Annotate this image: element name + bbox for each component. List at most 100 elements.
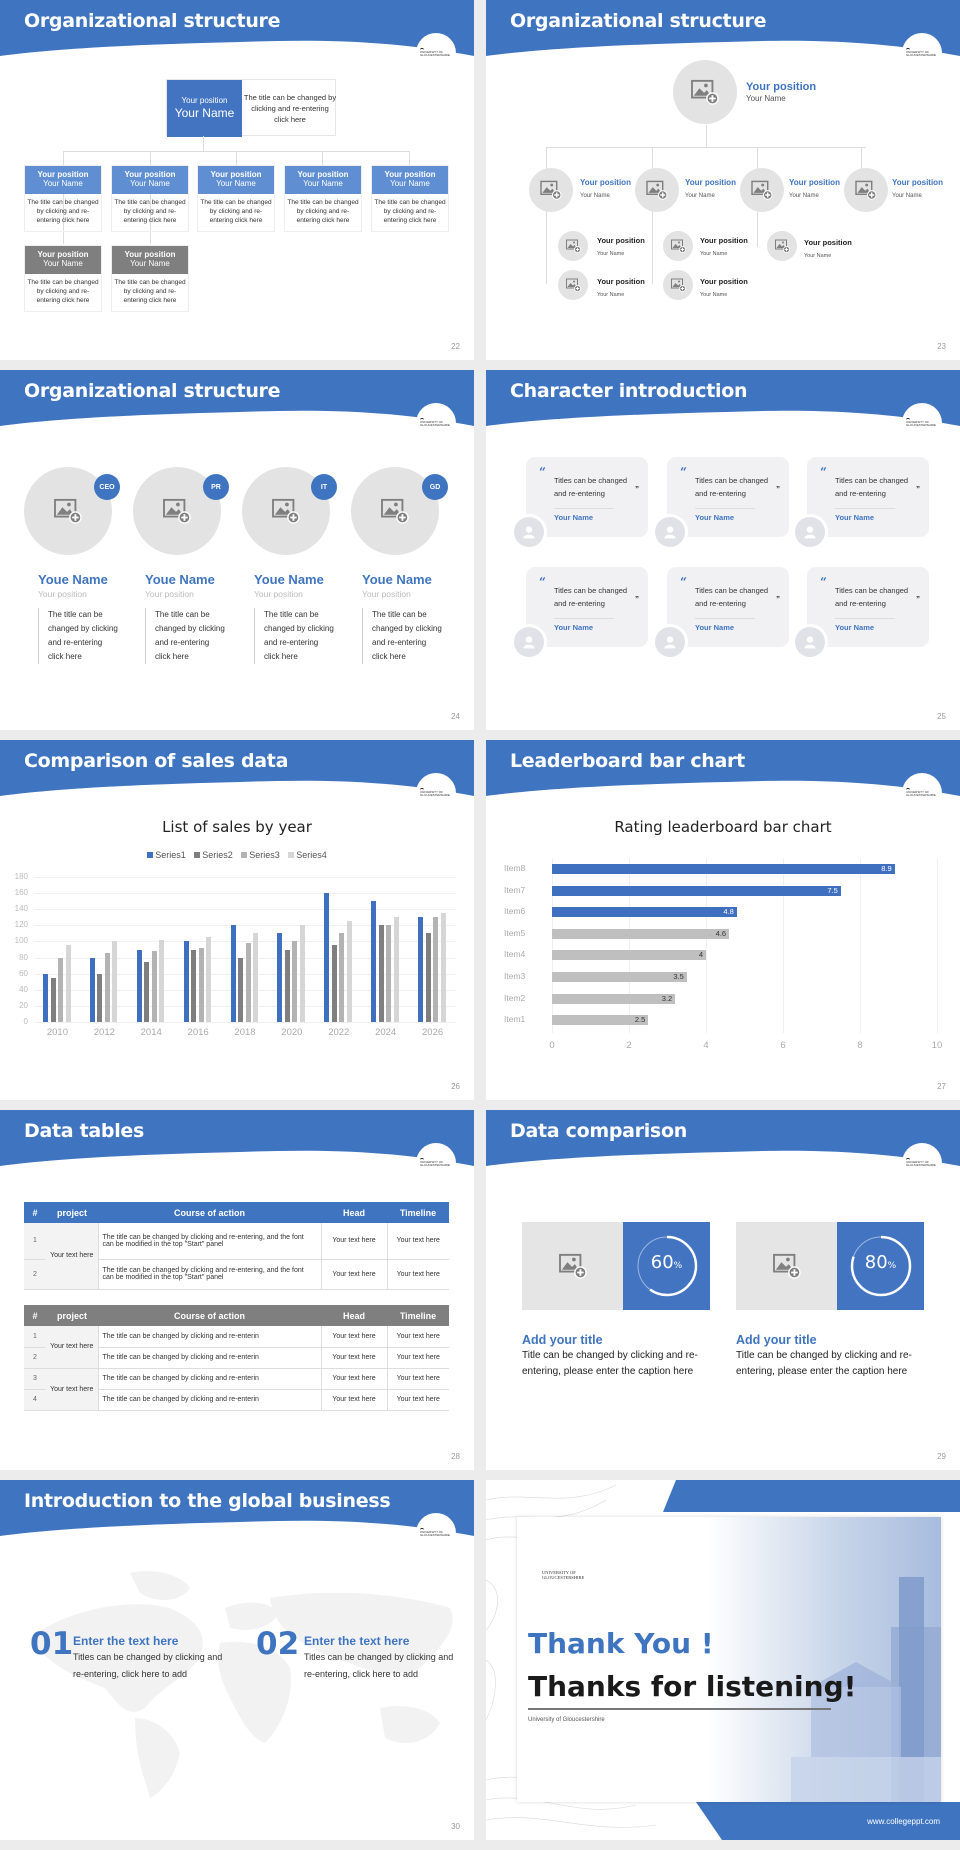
person-name: Youe Name <box>145 572 215 587</box>
x-tick-label: 2016 <box>187 1027 209 1038</box>
person-icon <box>662 634 678 650</box>
org-box[interactable]: Your position Your Name The title can be c… <box>284 165 362 232</box>
avatar-placeholder[interactable] <box>844 168 888 212</box>
slide-header: Comparison of sales data <box>0 740 474 800</box>
quote-card[interactable]: “Titles can be changed and re-entering” Y… <box>807 567 929 647</box>
org-top-box[interactable]: Your position Your Name The title can be … <box>166 79 336 137</box>
avatar-placeholder-small[interactable] <box>558 270 588 300</box>
percent-value: 60 <box>650 1252 674 1273</box>
chart-bar <box>136 949 142 1022</box>
quote-card[interactable]: “Titles can be changed and re-entering” Y… <box>667 457 789 537</box>
x-tick-label: 2 <box>626 1040 632 1051</box>
avatar-placeholder-small[interactable] <box>663 270 693 300</box>
progress-panel: 80% <box>837 1222 924 1310</box>
role-badge: GD <box>422 474 448 500</box>
position-label: Your position Your Name <box>580 178 631 199</box>
category-label: Item5 <box>504 927 526 938</box>
table-row[interactable]: 3 Your text here The title can be change… <box>24 1368 449 1411</box>
chart-bar <box>386 925 392 1022</box>
slide-title: Data comparison <box>510 1120 687 1142</box>
org-box-gray[interactable]: Your position Your Name The title can be c… <box>111 245 189 312</box>
chart-bar <box>339 933 345 1022</box>
position-label: Your position Your Name <box>700 277 748 298</box>
avatar <box>511 624 547 660</box>
org-box[interactable]: Your position Your Name The title can be c… <box>24 165 102 232</box>
image-add-icon <box>855 180 877 200</box>
person-icon <box>521 634 537 650</box>
category-label: Item4 <box>504 949 526 960</box>
org-box[interactable]: Your position Your Name The title can be c… <box>111 165 189 232</box>
person-icon <box>662 524 678 540</box>
chart-title: Rating leaderboard bar chart <box>614 818 832 836</box>
org-box[interactable]: Your position Your Name The title can be c… <box>371 165 449 232</box>
chart-bar: 3.2 <box>552 993 676 1004</box>
slide-header: Introduction to the global business <box>0 1480 474 1540</box>
avatar-placeholder[interactable] <box>673 60 737 124</box>
table-row[interactable]: 2 The title can be changed by clicking a… <box>24 1347 449 1369</box>
close-quote-icon: ” <box>776 485 780 494</box>
chart-bar <box>58 957 63 1022</box>
page-number: 30 <box>451 1822 460 1831</box>
university-logo: UNIVERSITY OF GLOUCESTERSHIRE <box>902 403 942 443</box>
image-placeholder[interactable] <box>522 1222 623 1310</box>
slide-31: UNIVERSITY OF GLOUCESTERSHIRE Thank You … <box>486 1480 960 1840</box>
chart-bar <box>43 973 48 1022</box>
page-number: 22 <box>451 342 460 351</box>
person-description: The title can be changed by clicking and… <box>38 608 120 664</box>
slide-23: Organizational structure UNIVERSITY OF G… <box>486 0 960 360</box>
quote-card[interactable]: “Titles can be changed and re-entering” Y… <box>807 457 929 537</box>
y-tick-label: 0 <box>23 1017 28 1026</box>
avatar-placeholder-small[interactable] <box>558 231 588 261</box>
category-label: Item1 <box>504 1014 526 1025</box>
avatar-placeholder-small[interactable] <box>663 231 693 261</box>
slide-header: Character introduction <box>486 370 960 430</box>
category-label: Item6 <box>504 906 526 917</box>
image-add-icon <box>646 180 668 200</box>
table-row[interactable]: 1 Your text here The title can be change… <box>24 1223 449 1290</box>
y-tick-label: 80 <box>19 952 28 962</box>
person-name: Youe Name <box>362 572 432 587</box>
x-tick-label: 2022 <box>328 1027 350 1038</box>
avatar-placeholder[interactable] <box>740 168 784 212</box>
x-tick-label: 8 <box>857 1040 863 1051</box>
org-box-gray[interactable]: Your position Your Name The title can be c… <box>24 245 102 312</box>
x-tick-label: 2010 <box>46 1027 68 1038</box>
avatar-placeholder-small[interactable] <box>767 231 797 261</box>
legend-item: Series1 <box>147 850 186 860</box>
avatar-placeholder[interactable] <box>635 168 679 212</box>
table-row[interactable]: 4 The title can be changed by clicking a… <box>24 1389 449 1411</box>
chart-bar: 4.6 <box>552 928 730 939</box>
table-row[interactable]: 1 Your text here The title can be change… <box>24 1326 449 1369</box>
x-tick-label: 10 <box>931 1040 943 1051</box>
chart-bar <box>191 949 197 1022</box>
slide-title: Introduction to the global business <box>24 1490 391 1512</box>
chart-bar <box>346 920 352 1022</box>
chart-bar <box>97 973 103 1022</box>
chart-bar <box>324 893 330 1022</box>
image-placeholder[interactable] <box>736 1222 837 1310</box>
chart-bar <box>253 933 259 1022</box>
person-position: Your position <box>254 589 303 599</box>
position-label: Your position Your Name <box>700 236 748 257</box>
chart-bar: 4.8 <box>552 907 737 918</box>
avatar <box>792 624 828 660</box>
open-quote-icon: “ <box>539 465 546 479</box>
x-tick-label: 0 <box>549 1040 555 1051</box>
avatar-placeholder[interactable] <box>529 168 573 212</box>
website-link[interactable]: www.collegeppt.com <box>867 1817 940 1826</box>
chart-bar <box>425 933 431 1022</box>
y-tick-label: 40 <box>19 984 28 994</box>
chart-bar: 8.9 <box>552 864 895 874</box>
slide-title: Leaderboard bar chart <box>510 750 745 772</box>
quote-card[interactable]: “Titles can be changed and re-entering” Y… <box>667 567 789 647</box>
y-tick-label: 120 <box>14 920 28 930</box>
item-description: Title can be changed by clicking and re-… <box>736 1350 912 1377</box>
org-box[interactable]: Your position Your Name The title can be c… <box>197 165 275 232</box>
table-row[interactable]: 2 The title can be changed by clicking a… <box>24 1259 449 1290</box>
person-description: The title can be changed by clicking and… <box>145 608 227 664</box>
chart-bar <box>440 913 446 1022</box>
quote-card[interactable]: “Titles can be changed and re-entering” Y… <box>526 457 648 537</box>
close-quote-icon: ” <box>776 595 780 604</box>
quote-card[interactable]: “Titles can be changed and re-entering” Y… <box>526 567 648 647</box>
chart-bar <box>151 951 157 1022</box>
